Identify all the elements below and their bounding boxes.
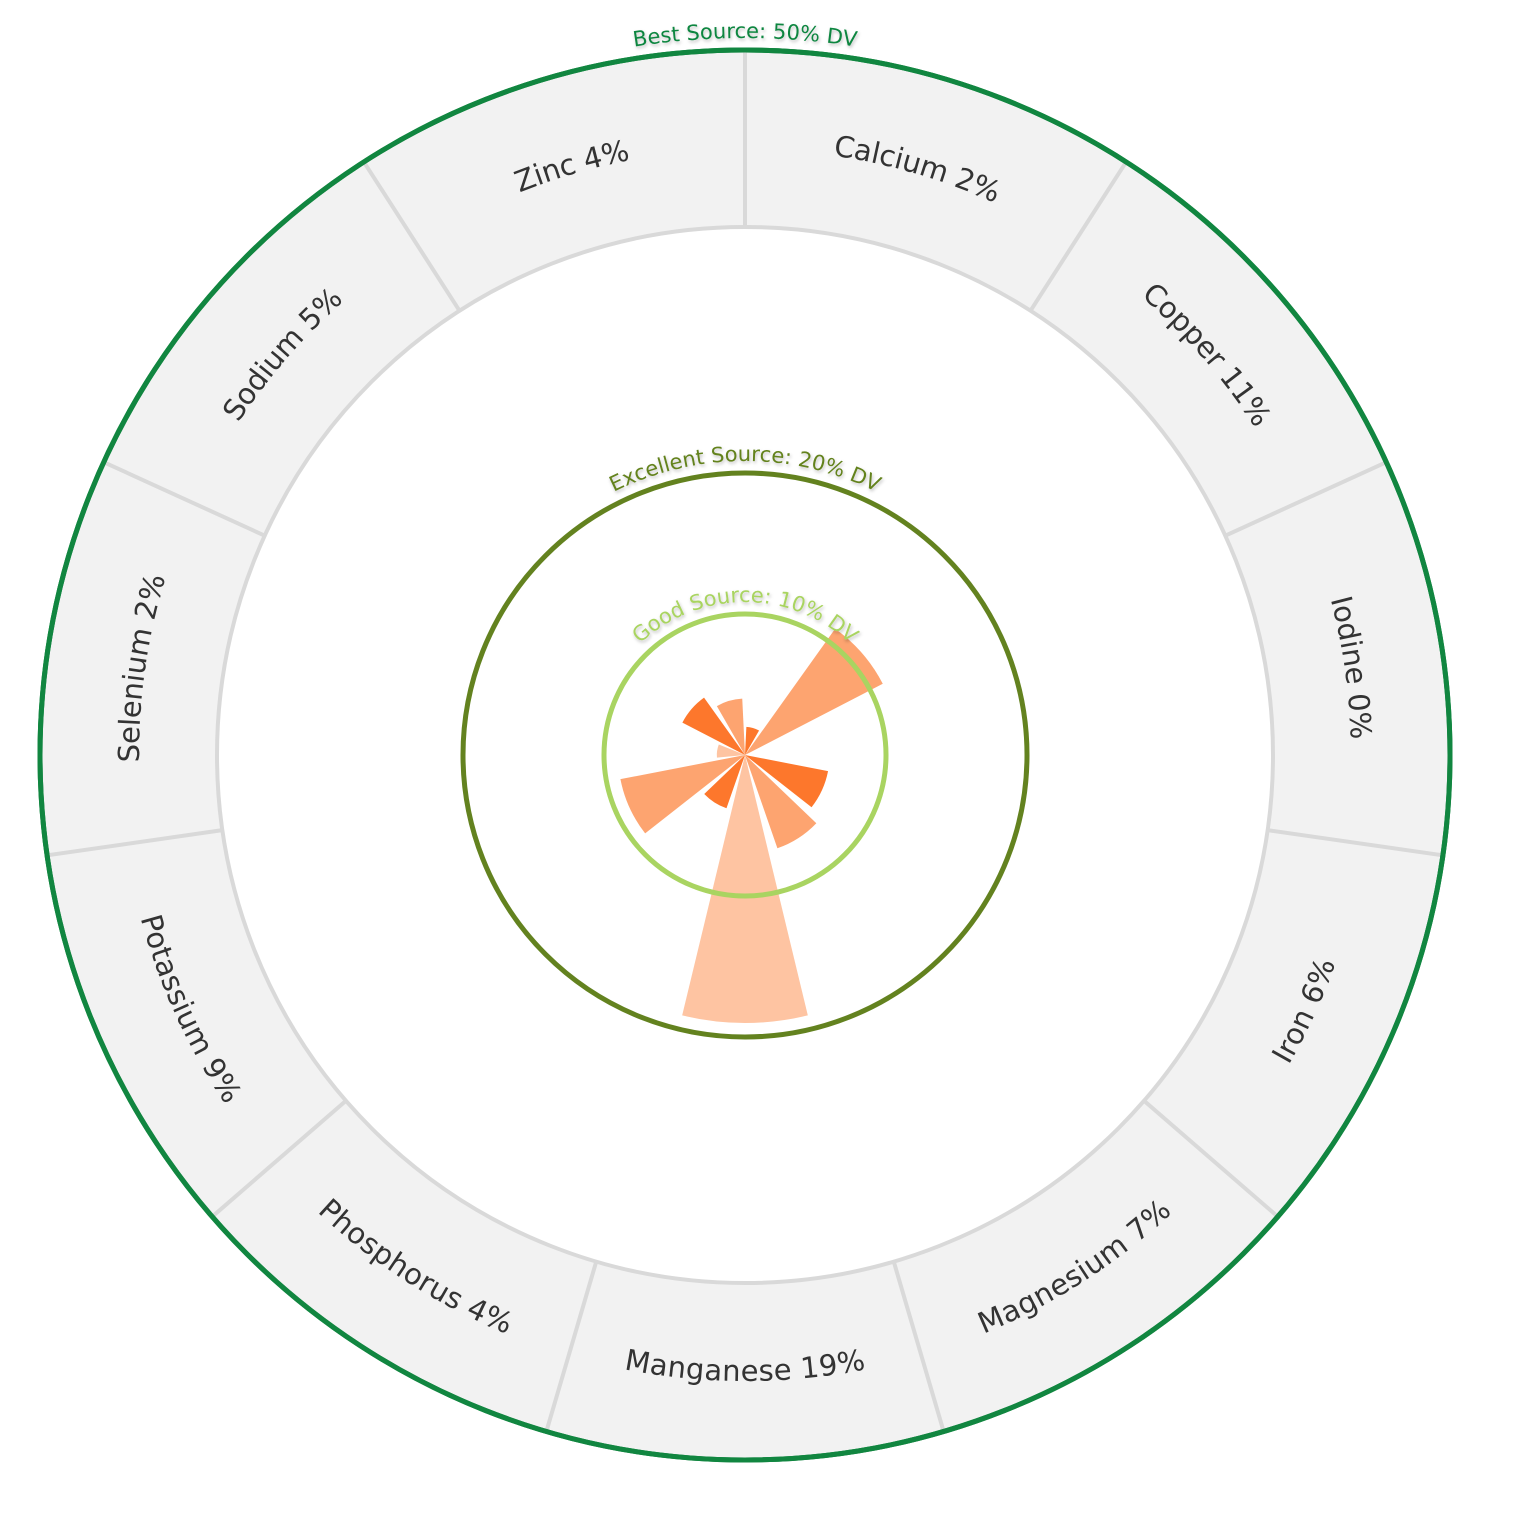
segment-divider [210,1099,348,1219]
segment-divider [362,160,462,312]
bar-potassium[interactable] [620,755,745,834]
bar-zinc[interactable] [716,698,745,755]
label-ring [40,50,1450,1460]
segment-divider [891,1261,946,1433]
segment-divider [1142,1099,1280,1219]
segment-divider [102,460,266,538]
threshold-circle [460,470,1030,1040]
threshold-circle [601,611,889,899]
segment-divider [544,1261,599,1433]
segment-divider [1028,160,1128,312]
bars [620,628,883,1023]
bar-calcium[interactable] [745,726,760,755]
bar-selenium[interactable] [716,744,745,758]
segment-divider [46,828,223,858]
bar-iron[interactable] [745,755,829,808]
segment-divider [1224,460,1388,538]
bar-sodium[interactable] [682,697,745,755]
threshold-label: Best Source: 50% DV [631,19,859,52]
bar-manganese[interactable] [682,755,808,1023]
bar-magnesium[interactable] [745,755,817,849]
bar-phosphorus[interactable] [704,755,745,809]
segment-divider [1267,828,1444,858]
outer-border [37,47,1453,1463]
